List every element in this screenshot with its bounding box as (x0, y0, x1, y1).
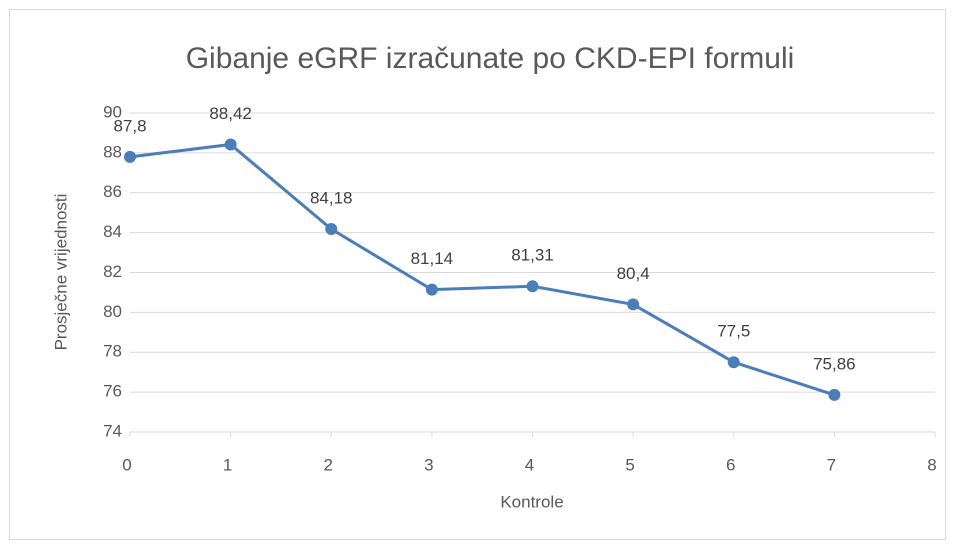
x-tick-label: 6 (726, 455, 735, 474)
x-tick-label: 5 (625, 455, 634, 474)
chart-title: Gibanje eGRF izračunate po CKD-EPI formu… (186, 42, 795, 75)
data-point (124, 150, 136, 163)
data-label: 81,14 (411, 249, 454, 268)
data-point (425, 283, 438, 296)
x-tick-label: 3 (424, 455, 433, 474)
data-label: 81,31 (511, 246, 554, 265)
y-axis-label: Prosječne vrijednosti (51, 194, 70, 351)
x-tick-label: 7 (827, 455, 836, 474)
data-point (325, 223, 338, 236)
y-tick-label: 88 (103, 142, 122, 161)
x-tick-label: 0 (122, 455, 131, 474)
y-tick-label: 86 (103, 182, 122, 201)
data-label: 87,8 (113, 116, 146, 135)
x-tick-label: 2 (324, 455, 333, 474)
data-label: 88,42 (209, 104, 252, 123)
y-tick-label: 78 (103, 342, 122, 361)
x-tick-label: 4 (525, 455, 534, 474)
x-tick-label: 8 (927, 455, 936, 474)
data-point (526, 280, 539, 293)
series-line (129, 142, 835, 397)
y-tick-label: 82 (103, 262, 122, 281)
y-tick-label: 74 (103, 421, 122, 440)
data-label: 77,5 (717, 322, 750, 341)
chart-border (9, 9, 946, 540)
y-tick-label: 90 (103, 102, 122, 121)
data-label: 80,4 (617, 264, 650, 283)
data-point (224, 138, 237, 151)
y-tick-label: 80 (103, 302, 122, 321)
y-tick-label: 76 (103, 382, 122, 401)
data-label: 84,18 (310, 189, 353, 208)
data-point (727, 356, 740, 369)
x-tick-label: 1 (223, 455, 232, 474)
x-axis-label: Kontrole (500, 492, 563, 511)
data-point (627, 298, 640, 311)
data-point (828, 388, 841, 401)
y-tick-label: 84 (103, 222, 122, 241)
data-label: 75,86 (813, 354, 856, 373)
